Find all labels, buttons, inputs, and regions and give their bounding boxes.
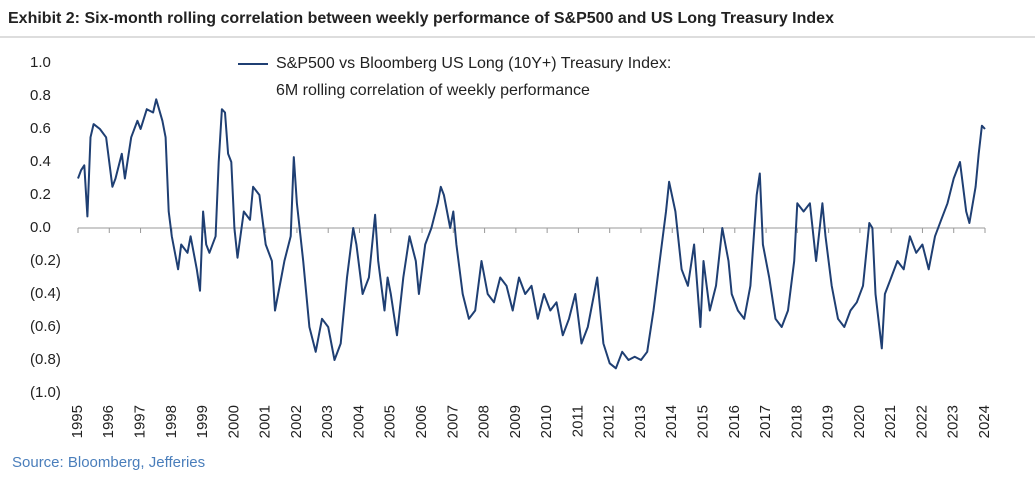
y-tick-label: 0.6 xyxy=(30,120,51,137)
x-tick-label: 2017 xyxy=(757,405,774,438)
x-tick-label: 2021 xyxy=(882,405,899,438)
x-tick-label: 1995 xyxy=(69,405,86,438)
x-tick-label: 2002 xyxy=(288,405,305,438)
y-tick-label: (0.6) xyxy=(30,318,61,335)
x-tick-label: 2012 xyxy=(601,405,618,438)
x-tick-label: 2005 xyxy=(382,405,399,438)
x-tick-label: 2020 xyxy=(851,405,868,438)
x-tick-label: 2018 xyxy=(788,405,805,438)
x-tick-label: 2004 xyxy=(350,405,367,438)
series-line xyxy=(77,98,986,370)
x-tick-label: 2024 xyxy=(976,405,993,438)
y-tick-label: (0.4) xyxy=(30,285,61,302)
x-tick-label: 2013 xyxy=(632,405,649,438)
x-tick-label: 2011 xyxy=(569,405,586,437)
y-tick-label: 0.2 xyxy=(30,186,51,203)
x-tick-label: 1998 xyxy=(163,405,180,438)
x-tick-label: 2016 xyxy=(726,405,743,438)
x-tick-label: 2001 xyxy=(257,405,274,438)
x-tick-label: 2006 xyxy=(413,405,430,438)
legend-note: 6M rolling correlation of weekly perform… xyxy=(276,82,590,99)
source: Source: Bloomberg, Jefferies xyxy=(12,454,205,471)
y-tick-label: (1.0) xyxy=(30,384,61,401)
y-tick-label: 1.0 xyxy=(30,54,51,71)
y-tick-label: 0.4 xyxy=(30,153,51,170)
x-tick-label: 2000 xyxy=(225,405,242,438)
x-tick-label: 2019 xyxy=(820,405,837,438)
y-tick-label: 0.0 xyxy=(30,219,51,236)
legend-label: S&P500 vs Bloomberg US Long (10Y+) Treas… xyxy=(276,55,671,72)
x-tick-label: 2009 xyxy=(507,405,524,438)
x-tick-label: 2008 xyxy=(476,405,493,438)
x-tick-label: 2023 xyxy=(945,405,962,438)
y-tick-label: (0.2) xyxy=(30,252,61,269)
x-tick-label: 2007 xyxy=(444,405,461,438)
x-tick-label: 2015 xyxy=(694,405,711,438)
x-tick-label: 2022 xyxy=(913,405,930,438)
x-tick-label: 1999 xyxy=(194,405,211,438)
x-tick-label: 2010 xyxy=(538,405,555,438)
x-tick-label: 1996 xyxy=(100,405,117,438)
y-tick-label: 0.8 xyxy=(30,87,51,104)
y-tick-label: (0.8) xyxy=(30,351,61,368)
x-tick-label: 1997 xyxy=(132,405,149,438)
x-tick-label: 2003 xyxy=(319,405,336,438)
chart-title: Exhibit 2: Six-month rolling correlation… xyxy=(8,10,834,27)
x-tick-label: 2014 xyxy=(663,405,680,438)
